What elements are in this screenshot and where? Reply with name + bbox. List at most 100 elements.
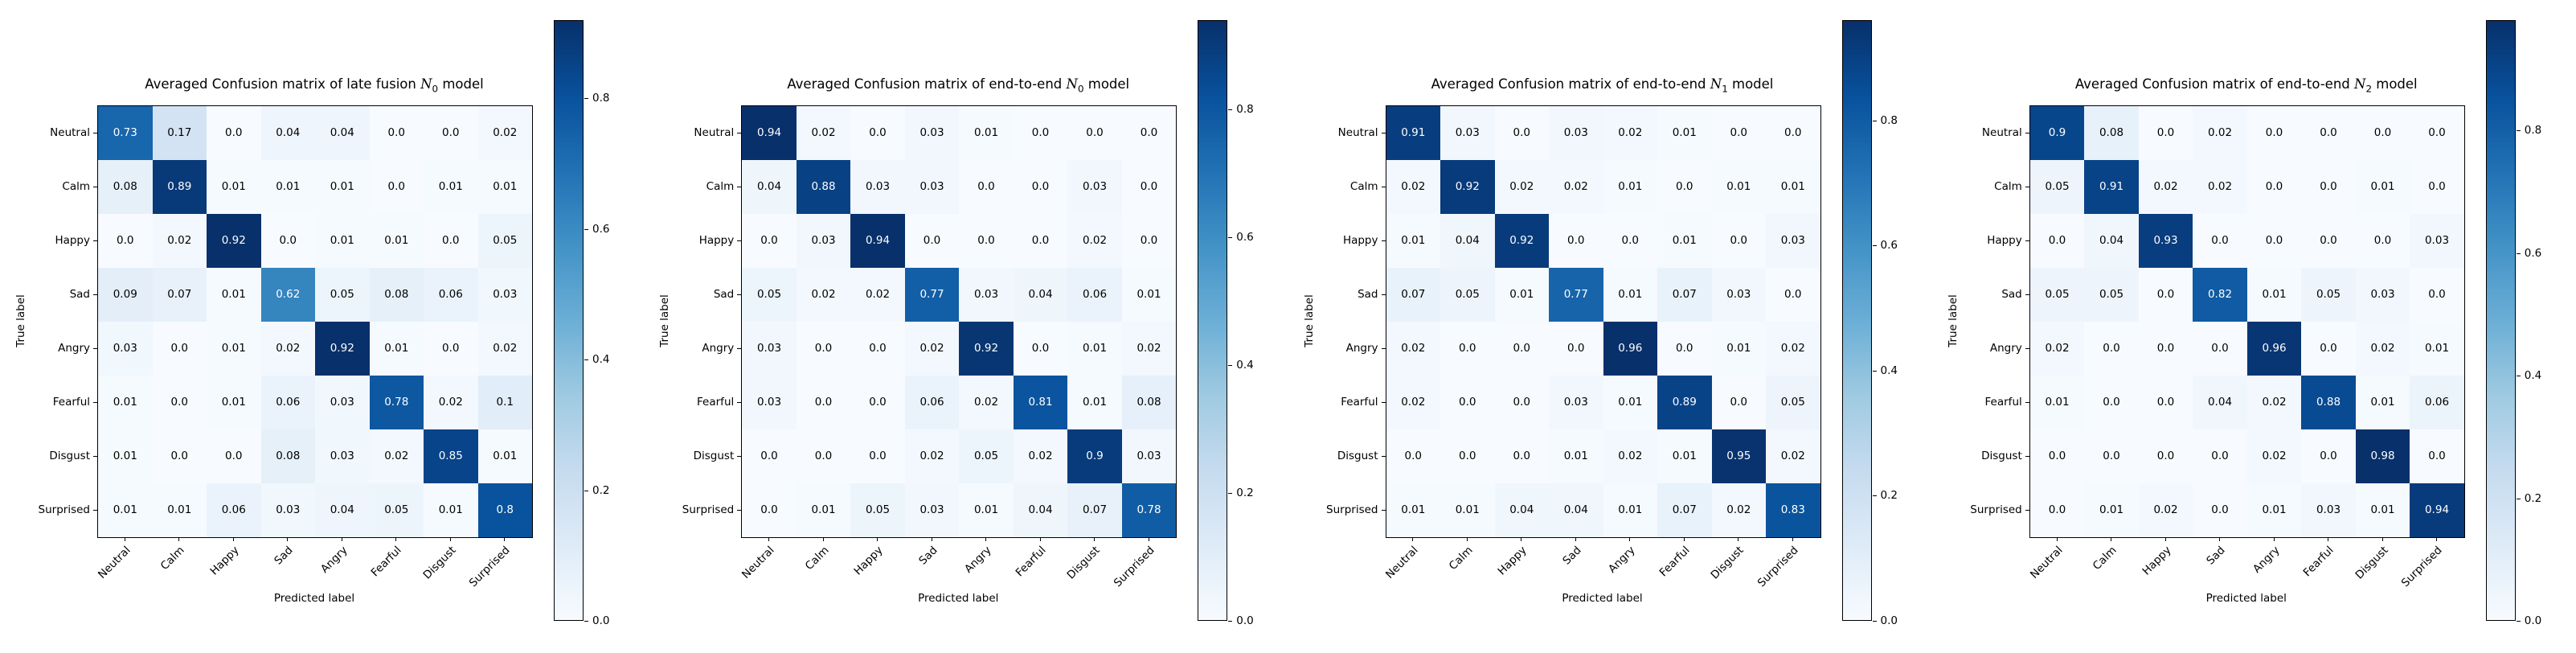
cell-value: 0.04 <box>2207 395 2233 409</box>
heatmap-cell: 0.94 <box>742 106 797 160</box>
cell-value: 0.03 <box>330 449 354 462</box>
heatmap-cell: 0.04 <box>1549 483 1603 537</box>
cell-value: 0.0 <box>1730 395 1747 409</box>
heatmap-cell: 0.0 <box>1494 376 1549 429</box>
y-axis-label: True label <box>658 294 672 347</box>
heatmap-cell: 0.02 <box>1766 429 1820 483</box>
heatmap-cell: 0.0 <box>850 376 905 429</box>
cell-value: 0.88 <box>2316 395 2341 409</box>
cell-value: 0.0 <box>1031 341 1050 355</box>
x-tick-mark <box>1466 537 1468 541</box>
heatmap-cell: 0.02 <box>260 322 315 376</box>
cell-value: 0.01 <box>1618 179 1643 193</box>
cell-value: 0.02 <box>1401 341 1426 355</box>
heatmap-cell: 0.0 <box>2193 429 2247 483</box>
cell-value: 0.01 <box>2370 503 2395 516</box>
cell-value: 0.0 <box>2373 233 2392 247</box>
heatmap-cell: 0.0 <box>2138 322 2193 376</box>
cell-value: 0.0 <box>814 449 833 462</box>
cell-value: 0.01 <box>1509 287 1534 301</box>
cell-value: 0.03 <box>756 341 782 355</box>
heatmap-cell: 0.01 <box>98 483 153 537</box>
heatmap-cell: 0.0 <box>1711 106 1766 160</box>
heatmap-cell: 0.02 <box>1603 429 1657 483</box>
cell-value: 0.08 <box>2099 125 2124 139</box>
heatmap-cell: 0.02 <box>1386 160 1440 214</box>
heatmap-cell: 0.81 <box>1013 376 1068 429</box>
y-tick-label: Surprised <box>1970 503 2022 516</box>
heatmap-cell: 0.0 <box>2138 429 2193 483</box>
heatmap-cell: 0.08 <box>2084 106 2139 160</box>
heatmap-cell: 0.03 <box>1549 106 1603 160</box>
cell-value: 0.05 <box>973 449 999 462</box>
cell-value: 0.0 <box>2320 341 2337 355</box>
heatmap-cell: 0.01 <box>1067 322 1122 376</box>
cell-value: 0.01 <box>113 503 137 516</box>
cell-value: 0.0 <box>2211 449 2229 462</box>
heatmap-cell: 0.01 <box>1121 268 1177 322</box>
heatmap-cell: 0.01 <box>424 483 478 537</box>
cell-value: 0.9 <box>1086 449 1104 462</box>
cell-value: 0.04 <box>1028 287 1053 301</box>
heatmap-cell: 0.01 <box>477 429 532 483</box>
cell-value: 0.02 <box>1726 503 1751 516</box>
heatmap-cell: 0.04 <box>1494 483 1549 537</box>
cell-value: 0.0 <box>869 341 887 355</box>
cell-value: 0.05 <box>330 287 354 301</box>
cell-value: 0.09 <box>113 287 137 301</box>
heatmap-cell: 0.0 <box>1013 160 1068 214</box>
cell-value: 0.62 <box>276 287 301 301</box>
cell-value: 0.0 <box>170 395 188 409</box>
cell-value: 0.0 <box>2211 341 2229 355</box>
cell-value: 0.0 <box>2320 449 2337 462</box>
cell-value: 0.0 <box>1784 287 1802 301</box>
heatmap-cell: 0.0 <box>2301 214 2356 268</box>
cell-value: 0.0 <box>2048 233 2066 247</box>
cell-value: 0.01 <box>2099 503 2124 516</box>
cell-value: 0.01 <box>384 341 409 355</box>
heatmap-cell: 0.06 <box>904 376 960 429</box>
heatmap-cell: 0.01 <box>1440 483 1495 537</box>
confusion-matrix-panel-0: Averaged Confusion matrix of late fusion… <box>0 0 644 653</box>
heatmap-cell: 0.0 <box>1386 429 1440 483</box>
cell-value: 0.02 <box>1780 449 1805 462</box>
cell-value: 0.01 <box>1618 287 1643 301</box>
x-tick-mark <box>985 537 986 541</box>
heatmap-cell: 0.03 <box>959 268 1014 322</box>
y-tick-label: Disgust <box>1981 449 2022 462</box>
heatmap-cell: 0.8 <box>477 483 532 537</box>
cell-value: 0.0 <box>869 449 887 462</box>
cell-value: 0.0 <box>387 125 405 139</box>
colorbar-tick-mark <box>584 228 588 230</box>
cell-value: 0.77 <box>1563 287 1588 301</box>
cell-value: 0.0 <box>2428 287 2446 301</box>
cell-value: 0.0 <box>2211 503 2229 516</box>
colorbar-tick-label: 0.4 <box>2524 369 2542 383</box>
cell-value: 0.02 <box>1401 179 1426 193</box>
x-tick-mark <box>2219 537 2220 541</box>
heatmap-cell: 0.01 <box>1067 376 1122 429</box>
cell-value: 0.02 <box>438 395 463 409</box>
heatmap-cell: 0.03 <box>315 376 370 429</box>
heatmap-cell: 0.0 <box>1013 322 1068 376</box>
cell-value: 0.01 <box>2262 503 2287 516</box>
y-tick-mark <box>737 455 742 457</box>
cell-value: 0.02 <box>2045 341 2070 355</box>
panel-title-suffix: model <box>438 76 484 92</box>
cell-value: 0.02 <box>1618 449 1643 462</box>
x-tick-mark <box>1792 537 1793 541</box>
cell-value: 0.0 <box>760 503 778 516</box>
heatmap-cell: 0.0 <box>2355 106 2410 160</box>
heatmap-cell: 0.96 <box>1603 322 1657 376</box>
heatmap-cell: 0.0 <box>369 106 424 160</box>
cell-value: 0.01 <box>2424 341 2450 355</box>
heatmap-cell: 0.89 <box>1657 376 1712 429</box>
cell-value: 0.9 <box>2048 125 2066 139</box>
heatmap-cell: 0.02 <box>2246 429 2302 483</box>
cell-value: 0.02 <box>2262 449 2287 462</box>
heatmap-cell: 0.04 <box>260 106 315 160</box>
heatmap-cell: 0.01 <box>1657 214 1712 268</box>
cell-value: 0.0 <box>1140 179 1158 193</box>
heatmap-cell: 0.01 <box>2246 483 2302 537</box>
cell-value: 0.0 <box>1140 125 1158 139</box>
